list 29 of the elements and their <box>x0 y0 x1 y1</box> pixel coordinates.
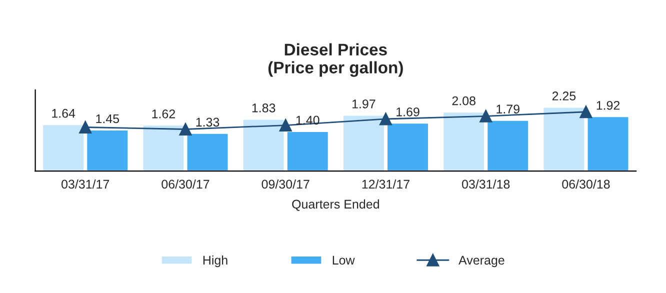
data-label: 1.33 <box>196 118 220 127</box>
x-tick-label: 03/31/18 <box>462 179 510 189</box>
point <box>379 112 392 126</box>
x-tick-label: 12/31/17 <box>362 179 410 189</box>
data-label: 1.92 <box>596 100 620 110</box>
x-tick-label: 06/30/18 <box>562 179 610 189</box>
point <box>79 121 92 134</box>
data-label: 2.08 <box>452 96 476 106</box>
x-tick-label: 03/31/17 <box>62 179 110 189</box>
x-axis-title: Quarters Ended <box>292 199 379 211</box>
data-label: 1.64 <box>52 108 76 118</box>
point <box>480 110 492 122</box>
point <box>179 123 192 136</box>
data-label: 1.62 <box>152 109 175 118</box>
data-label: 1.83 <box>252 104 276 112</box>
point <box>580 106 592 118</box>
chart-title: Diesel Prices (Price per gallon) <box>268 43 403 77</box>
data-label: 2.25 <box>552 92 576 100</box>
data-label: 1.69 <box>396 107 420 116</box>
point <box>279 119 292 132</box>
x-tick-label: 06/30/17 <box>162 179 210 189</box>
data-label: 1.45 <box>96 114 120 124</box>
data-label: 1.79 <box>496 104 520 114</box>
legend-label: Average <box>458 256 504 268</box>
legend-label: Low <box>332 256 355 265</box>
data-label: 1.40 <box>296 116 320 125</box>
x-tick-label: 09/30/17 <box>262 179 310 189</box>
legend-label: High <box>203 255 228 268</box>
data-label: 1.97 <box>352 100 376 108</box>
